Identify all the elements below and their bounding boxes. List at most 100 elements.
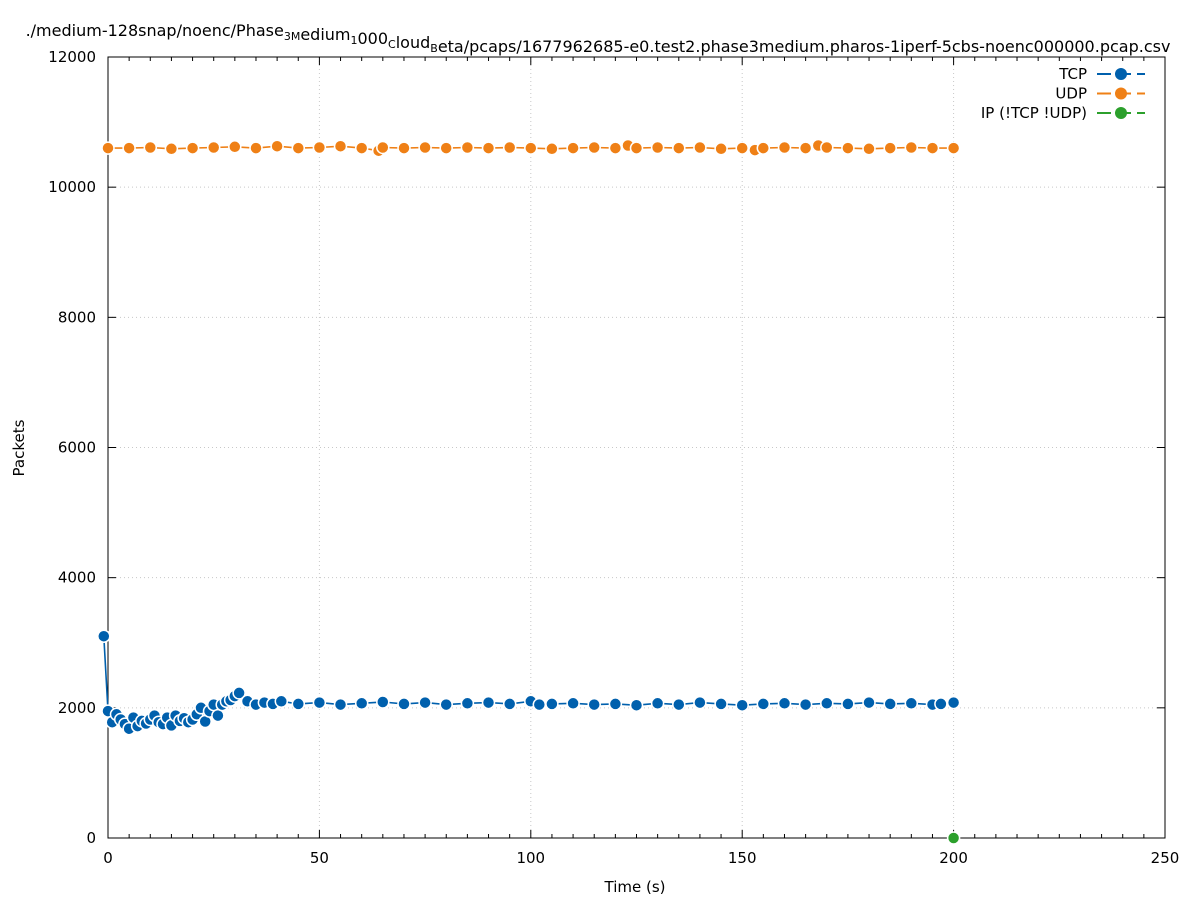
data-point	[862, 142, 876, 156]
data-point	[97, 629, 111, 643]
data-point	[566, 696, 580, 711]
data-point	[650, 696, 665, 711]
data-point	[693, 695, 707, 710]
legend-marker	[1115, 87, 1127, 100]
data-point	[481, 695, 496, 710]
data-point	[376, 695, 390, 709]
data-point	[397, 141, 411, 155]
data-point	[735, 141, 749, 155]
y-axis-label: Packets	[10, 419, 28, 476]
data-point	[904, 140, 919, 155]
y-tick-label: 4000	[58, 569, 96, 587]
data-point	[820, 696, 834, 711]
data-point	[672, 697, 686, 712]
data-point	[777, 696, 792, 711]
x-axis-label: Time (s)	[604, 878, 666, 896]
data-point	[439, 697, 453, 712]
x-tick-label: 0	[103, 849, 113, 867]
x-tick-label: 150	[728, 849, 757, 867]
data-point	[397, 697, 411, 711]
legend-label: UDP	[1055, 85, 1087, 103]
y-tick-label: 12000	[48, 48, 96, 66]
data-point	[312, 140, 327, 155]
data-point	[714, 142, 728, 156]
legend-label: IP (!TCP !UDP)	[981, 104, 1087, 122]
data-point	[524, 141, 538, 155]
data-point	[798, 697, 813, 712]
data-point	[904, 696, 919, 711]
data-point	[532, 697, 547, 712]
data-point	[820, 140, 834, 155]
x-tick-label: 250	[1151, 849, 1180, 867]
data-point	[274, 694, 289, 709]
data-point	[934, 697, 948, 711]
data-point	[291, 697, 306, 711]
data-point	[946, 141, 961, 155]
data-point	[502, 697, 517, 711]
data-point	[312, 695, 327, 710]
data-point	[376, 140, 390, 155]
data-point	[291, 141, 306, 155]
data-point	[185, 141, 200, 155]
data-point	[693, 140, 707, 155]
data-point	[756, 697, 771, 711]
data-point	[798, 141, 813, 155]
data-point	[925, 141, 940, 155]
data-point	[460, 696, 475, 711]
data-point	[460, 140, 475, 155]
data-point	[650, 140, 665, 155]
data-point	[629, 698, 644, 712]
data-point	[672, 141, 686, 155]
data-point	[545, 697, 559, 711]
data-point	[270, 139, 284, 153]
data-point	[883, 141, 897, 155]
y-tick-label: 2000	[58, 699, 96, 717]
data-point	[777, 140, 792, 155]
data-point	[439, 141, 453, 155]
data-point	[946, 831, 961, 845]
data-point	[566, 141, 580, 155]
data-point	[629, 141, 644, 155]
data-point	[101, 141, 115, 155]
data-point	[841, 697, 855, 711]
data-point	[862, 695, 876, 710]
data-point	[354, 696, 369, 711]
data-point	[502, 140, 517, 155]
legend-label: TCP	[1058, 65, 1087, 83]
data-point	[354, 141, 369, 155]
data-point	[249, 141, 263, 155]
axis-ticks: 0 50 100 150 200 250 0 2000 4000 6000 8000 10000 120…	[48, 48, 1179, 867]
series-line	[103, 636, 954, 731]
y-tick-label: 0	[86, 829, 96, 847]
legend-marker	[1115, 107, 1127, 119]
legend-marker	[1115, 68, 1127, 80]
x-tick-label: 50	[310, 849, 329, 867]
data-point	[164, 142, 179, 156]
data-point	[545, 142, 559, 156]
series-2	[946, 831, 961, 845]
data-point	[481, 141, 496, 155]
data-point	[211, 708, 225, 723]
data-point	[587, 140, 601, 155]
x-tick-label: 200	[939, 849, 968, 867]
data-point	[608, 141, 623, 155]
data-point	[418, 140, 432, 155]
y-tick-label: 10000	[48, 178, 96, 196]
data-point	[756, 141, 771, 155]
x-tick-label: 100	[516, 849, 545, 867]
data-point	[946, 695, 961, 710]
grid-lines	[108, 57, 1165, 838]
data-point	[333, 697, 348, 712]
data-point	[735, 698, 749, 712]
data-point	[143, 140, 158, 155]
data-point	[714, 697, 728, 711]
y-tick-label: 8000	[58, 308, 96, 326]
data-point	[122, 141, 136, 155]
data-point	[228, 140, 242, 154]
y-tick-label: 6000	[58, 439, 96, 457]
series-1	[101, 138, 961, 158]
data-point	[883, 697, 897, 711]
data-point	[206, 140, 221, 155]
